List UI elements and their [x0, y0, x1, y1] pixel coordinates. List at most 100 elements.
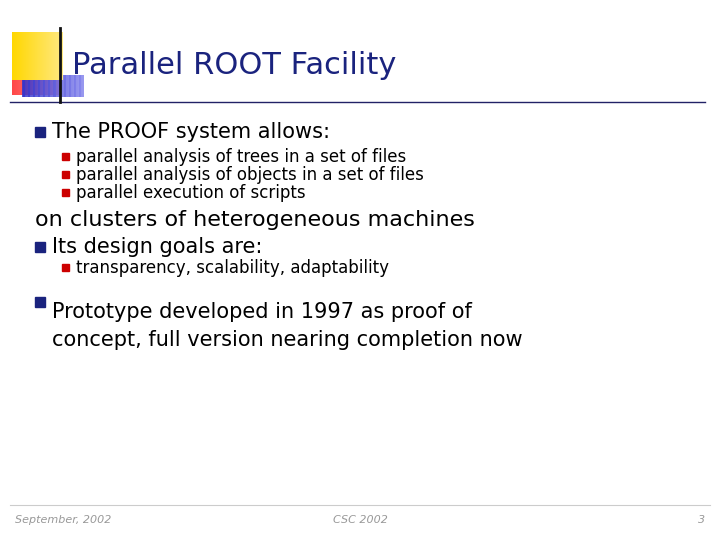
Bar	[81, 75, 82, 97]
Bar	[53, 67, 54, 95]
Bar	[20, 32, 22, 80]
Bar	[30, 32, 32, 80]
Bar	[38, 67, 40, 95]
Bar	[40, 32, 42, 80]
Bar	[33, 67, 35, 95]
Bar	[50, 67, 52, 95]
Bar	[62, 153, 69, 160]
Bar	[53, 75, 55, 97]
Bar	[45, 75, 46, 97]
Bar	[23, 75, 25, 97]
Text: The PROOF system allows:: The PROOF system allows:	[52, 122, 330, 142]
Bar	[40, 75, 42, 97]
Bar	[44, 67, 45, 95]
Bar	[50, 67, 51, 95]
Bar	[62, 75, 63, 97]
Bar	[21, 67, 22, 95]
Text: parallel analysis of objects in a set of files: parallel analysis of objects in a set of…	[76, 166, 424, 184]
Bar	[37, 32, 38, 80]
Bar	[76, 75, 77, 97]
Bar	[36, 32, 37, 80]
Bar	[25, 67, 27, 95]
Bar	[35, 297, 45, 307]
Bar	[60, 32, 61, 80]
Bar	[58, 67, 60, 95]
Bar	[26, 75, 27, 97]
Bar	[30, 75, 31, 97]
Bar	[66, 75, 67, 97]
Bar	[32, 67, 34, 95]
Bar	[37, 75, 39, 97]
Bar	[42, 67, 44, 95]
Bar	[38, 32, 40, 80]
Text: Its design goals are:: Its design goals are:	[52, 237, 262, 257]
Bar	[50, 32, 52, 80]
Bar	[18, 32, 19, 80]
Bar	[48, 32, 50, 80]
Bar	[16, 32, 17, 80]
Bar	[22, 67, 23, 95]
Bar	[35, 67, 37, 95]
Bar	[50, 75, 53, 97]
Bar	[41, 67, 42, 95]
Bar	[62, 171, 69, 178]
Bar	[24, 67, 26, 95]
Bar	[45, 32, 47, 80]
Bar	[17, 32, 19, 80]
Bar	[83, 75, 84, 97]
Bar	[56, 67, 58, 95]
Bar	[23, 32, 24, 80]
Bar	[27, 67, 29, 95]
Bar	[48, 75, 50, 97]
Bar	[15, 67, 17, 95]
Bar	[34, 67, 35, 95]
Text: Prototype developed in 1997 as proof of
concept, full version nearing completion: Prototype developed in 1997 as proof of …	[52, 302, 523, 350]
Bar	[31, 67, 32, 95]
Bar	[59, 75, 61, 97]
Bar	[61, 32, 63, 80]
Bar	[51, 32, 53, 80]
Bar	[54, 32, 55, 80]
Bar	[52, 75, 53, 97]
Bar	[68, 75, 70, 97]
Bar	[25, 32, 27, 80]
Text: transparency, scalability, adaptability: transparency, scalability, adaptability	[76, 259, 389, 277]
Bar	[16, 67, 17, 95]
Bar	[54, 75, 56, 97]
Bar	[24, 75, 26, 97]
Bar	[12, 32, 14, 80]
Bar	[21, 32, 22, 80]
Bar	[67, 75, 68, 97]
Bar	[39, 32, 40, 80]
Bar	[46, 32, 48, 80]
Bar	[42, 75, 44, 97]
Bar	[51, 67, 53, 95]
Bar	[39, 67, 40, 95]
Bar	[15, 32, 17, 80]
Bar	[47, 32, 48, 80]
Bar	[28, 75, 30, 97]
Text: September, 2002: September, 2002	[15, 515, 112, 525]
Bar	[54, 67, 55, 95]
Bar	[57, 75, 58, 97]
Bar	[33, 75, 35, 97]
Bar	[42, 67, 43, 95]
Bar	[27, 75, 29, 97]
Bar	[31, 75, 32, 97]
Bar	[62, 189, 69, 196]
Bar	[40, 75, 41, 97]
Bar	[53, 67, 55, 95]
Bar	[74, 75, 76, 97]
Text: on clusters of heterogeneous machines: on clusters of heterogeneous machines	[35, 210, 475, 230]
Bar	[62, 264, 69, 271]
Bar	[64, 75, 66, 97]
Text: CSC 2002: CSC 2002	[333, 515, 387, 525]
Bar	[35, 32, 37, 80]
Bar	[49, 32, 50, 80]
Bar	[41, 32, 42, 80]
Bar	[26, 32, 27, 80]
Bar	[13, 67, 14, 95]
Bar	[17, 67, 18, 95]
Bar	[81, 75, 84, 97]
Bar	[76, 75, 78, 97]
